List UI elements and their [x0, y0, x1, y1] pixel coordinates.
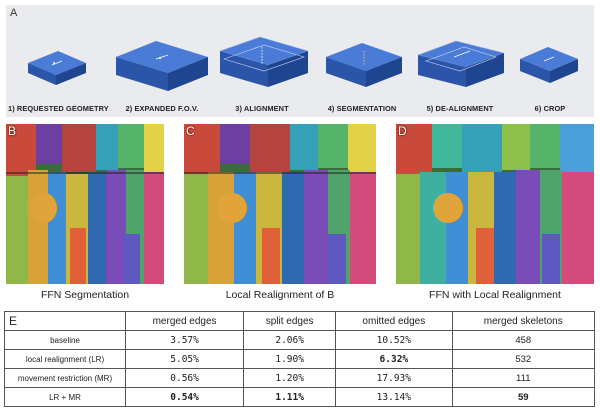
segmented-block-icon [326, 43, 402, 87]
panel-letter-d: D [398, 124, 407, 138]
column-header: merged skeletons [451, 311, 596, 331]
step-crop: 6) CROP [508, 25, 592, 115]
table-row: movement restriction (MR) 0.56% 1.20% 17… [4, 368, 596, 388]
table-header-row: E merged edges split edges omitted edges… [4, 311, 596, 331]
step-label: 4) SEGMENTATION [327, 104, 397, 113]
column-header: split edges [243, 311, 337, 331]
step-label: 5) DE-ALIGNMENT [426, 104, 494, 113]
panel-letter-e: E [4, 311, 126, 331]
segmentation-image-c [184, 124, 376, 284]
caption-b: FFN Segmentation [40, 289, 130, 301]
table-cell: 3.57% [124, 330, 245, 350]
table-cell: 10.52% [335, 330, 453, 350]
cropped-block-icon [520, 47, 578, 83]
metrics-table: E merged edges split edges omitted edges… [4, 311, 596, 407]
row-label: local realignment (LR) [4, 349, 126, 369]
column-header: omitted edges [335, 311, 453, 331]
table-cell: 5.05% [124, 349, 245, 369]
table-row: LR + MR 0.54% 1.11% 13.14% 59 [4, 387, 596, 407]
step-requested-geometry: 1) REQUESTED GEOMETRY [8, 25, 109, 115]
segmentation-panel-c: C [184, 124, 376, 294]
table-cell: 458 [451, 330, 596, 350]
panel-letter-a: A [10, 7, 18, 19]
table-row: local realignment (LR) 5.05% 1.90% 6.32%… [4, 349, 596, 369]
step-segmentation: 4) SEGMENTATION [312, 25, 412, 115]
table-cell: 0.54% [124, 387, 245, 407]
table-cell: 6.32% [335, 349, 453, 369]
panel-letter-b: B [8, 124, 17, 138]
caption-d: FFN with Local Realignment [429, 289, 561, 301]
caption-c: Local Realignment of B [225, 289, 335, 301]
segmentation-panel-b: B [6, 124, 164, 294]
row-label: movement restriction (MR) [4, 368, 126, 388]
table-cell: 532 [451, 349, 596, 369]
row-label: baseline [4, 330, 126, 350]
single-block-icon [28, 51, 86, 85]
dealigned-stack-icon [416, 40, 506, 87]
table-cell: 59 [451, 387, 596, 407]
segmentation-image-b [6, 124, 164, 284]
step-alignment: 3) ALIGNMENT [212, 25, 312, 115]
table-cell: 13.14% [335, 387, 453, 407]
row-label: LR + MR [4, 387, 126, 407]
step-de-alignment: 5) DE-ALIGNMENT [410, 25, 510, 115]
table-cell: 17.93% [335, 368, 453, 388]
step-expanded-fov: 2) EXPANDED F.O.V. [110, 25, 214, 115]
expanded-block-icon [116, 41, 208, 91]
segmentation-image-d [396, 124, 594, 284]
table-cell: 1.11% [243, 387, 337, 407]
panel-letter-c: C [186, 124, 195, 138]
step-label: 1) REQUESTED GEOMETRY [8, 104, 109, 113]
table-cell: 0.56% [124, 368, 245, 388]
pipeline-panel: A 1) REQUESTED GEOMETRY 2) EXPANDED F.O.… [6, 5, 594, 117]
segmentation-panel-d: D [396, 124, 594, 294]
table-cell: 1.20% [243, 368, 337, 388]
table-cell: 2.06% [243, 330, 337, 350]
table-row: baseline 3.57% 2.06% 10.52% 458 [4, 330, 596, 350]
aligned-stack-icon [219, 36, 309, 87]
step-label: 2) EXPANDED F.O.V. [125, 104, 199, 113]
table-cell: 111 [451, 368, 596, 388]
step-label: 6) CROP [534, 104, 566, 113]
step-label: 3) ALIGNMENT [235, 104, 289, 113]
column-header: merged edges [124, 311, 245, 331]
table-cell: 1.90% [243, 349, 337, 369]
